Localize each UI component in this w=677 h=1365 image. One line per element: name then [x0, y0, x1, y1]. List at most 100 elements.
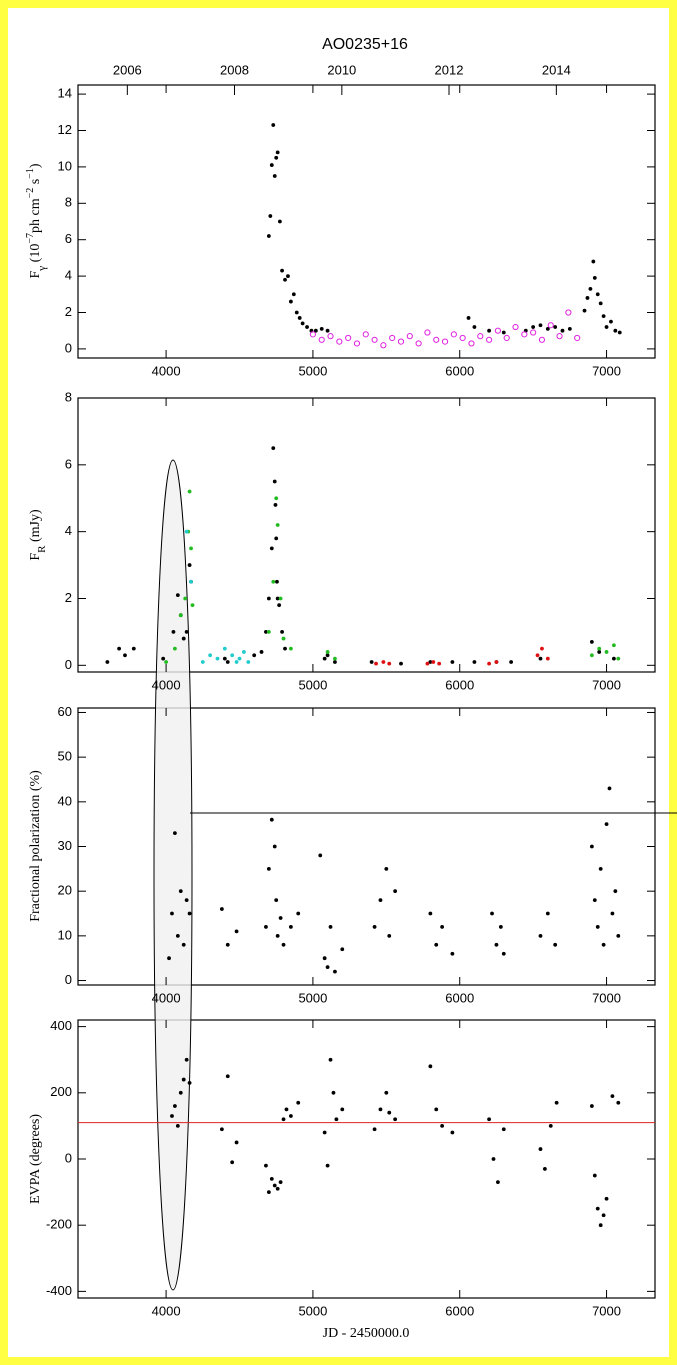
data-point: [509, 660, 514, 664]
data-point: [468, 340, 475, 347]
data-point: [283, 277, 287, 282]
data-point: [280, 630, 284, 634]
data-point: [369, 660, 374, 664]
data-point: [325, 328, 330, 333]
data-point: [272, 1183, 277, 1188]
data-point: [340, 1107, 345, 1112]
y-tick-label: 60: [58, 704, 72, 719]
data-point: [309, 331, 317, 338]
data-point: [601, 314, 606, 319]
data-point: [498, 925, 503, 929]
data-point: [399, 661, 403, 666]
data-point: [328, 925, 333, 929]
y-tick-label: 8: [65, 389, 72, 404]
x-tick-label: 7000: [592, 677, 621, 692]
data-point: [393, 1117, 398, 1122]
data-point: [184, 898, 189, 903]
data-point: [333, 656, 337, 661]
data-point: [387, 933, 392, 938]
data-point: [219, 1127, 224, 1132]
data-point: [542, 1167, 547, 1171]
data-point: [167, 956, 171, 961]
data-point: [325, 653, 330, 658]
data-point: [554, 1100, 559, 1105]
data-point: [288, 299, 293, 304]
x-tick-label: 7000: [592, 1303, 621, 1318]
data-point: [613, 889, 618, 894]
x-tick-label: 4000: [152, 677, 181, 692]
data-point: [181, 636, 186, 641]
data-point: [178, 613, 183, 618]
data-point: [333, 969, 337, 974]
data-point: [274, 155, 279, 160]
data-point: [616, 1100, 621, 1105]
y-tick-label: 400: [50, 1018, 72, 1033]
y-label-part: EVPA (degrees): [28, 1114, 43, 1204]
data-point: [609, 319, 613, 324]
data-point: [378, 1107, 383, 1112]
data-point: [296, 1100, 301, 1105]
data-point: [501, 330, 506, 335]
data-point: [415, 340, 422, 347]
x-tick-label: 7000: [592, 363, 621, 378]
data-point: [242, 650, 246, 654]
data-point: [222, 646, 227, 651]
data-point: [589, 653, 594, 658]
y-axis-label: Fractional polarization (%): [28, 770, 43, 922]
data-point: [548, 1124, 553, 1128]
data-point: [275, 596, 280, 601]
data-point: [175, 1124, 180, 1128]
data-point: [181, 1077, 186, 1082]
data-point: [318, 853, 323, 858]
data-point: [340, 947, 345, 952]
data-point: [372, 1127, 377, 1132]
data-point: [393, 889, 398, 894]
data-point: [264, 925, 268, 929]
data-point: [589, 1104, 594, 1108]
data-point: [490, 911, 494, 916]
data-point: [610, 1094, 615, 1099]
data-point: [300, 321, 305, 326]
data-point: [424, 329, 431, 336]
data-point: [336, 338, 343, 345]
data-point: [491, 1157, 496, 1161]
data-point: [178, 1090, 183, 1095]
data-point: [288, 646, 293, 651]
data-point: [187, 911, 192, 916]
data-point: [215, 656, 220, 661]
data-point: [281, 1117, 286, 1122]
x-tick-label: 6000: [445, 363, 474, 378]
data-point: [187, 489, 192, 494]
y-tick-label: 50: [58, 749, 72, 764]
data-point: [345, 334, 352, 342]
data-point: [271, 446, 276, 451]
plot-frame: [77, 84, 656, 359]
data-point: [494, 660, 499, 664]
data-point: [477, 333, 484, 340]
data-point: [183, 596, 188, 601]
data-point: [538, 323, 543, 328]
data-point: [219, 907, 224, 911]
data-point: [252, 653, 257, 658]
data-point: [318, 336, 325, 343]
y-tick-label: 10: [58, 927, 72, 942]
y-label-sub: R: [36, 545, 48, 553]
x-tick-label: 7000: [592, 990, 621, 1005]
y-axis-label: EVPA (degrees): [28, 1114, 43, 1204]
y-label-part: ): [28, 163, 43, 168]
data-point: [230, 653, 235, 658]
data-point: [595, 1206, 600, 1211]
data-point: [246, 660, 251, 664]
data-point: [485, 336, 493, 343]
data-point: [266, 596, 271, 601]
data-point: [496, 1180, 500, 1185]
y-tick-label: -200: [46, 1217, 72, 1232]
data-point: [237, 656, 242, 661]
data-point: [607, 786, 612, 791]
data-point: [269, 1176, 274, 1181]
data-point: [425, 661, 430, 666]
data-point: [613, 328, 618, 333]
x2-tick-label: 2008: [220, 62, 249, 77]
data-point: [275, 523, 280, 527]
